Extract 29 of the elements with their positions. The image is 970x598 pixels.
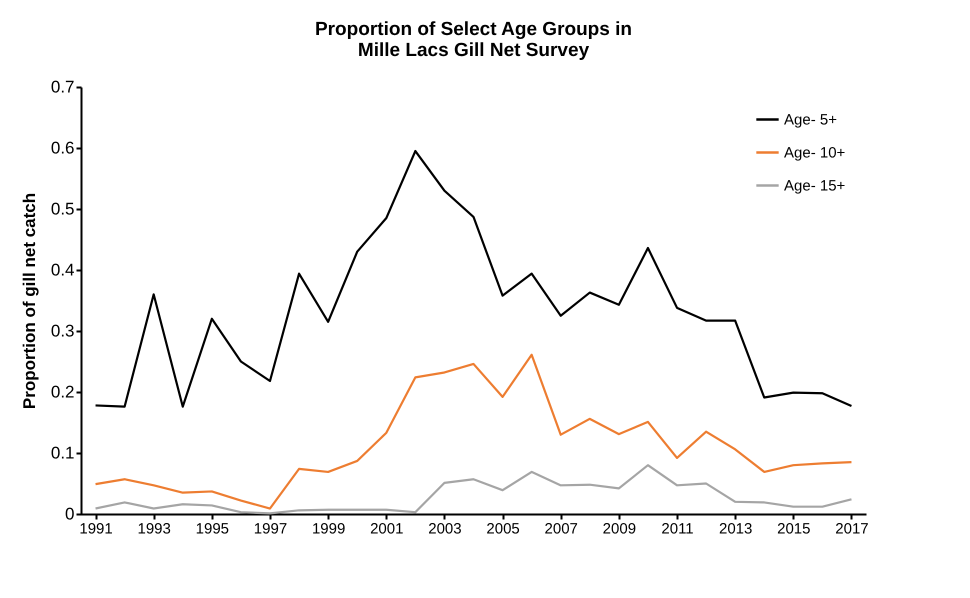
line-series xyxy=(94,464,853,514)
x-tick-label: 2015 xyxy=(777,520,810,538)
x-tick-label: 2013 xyxy=(718,520,752,538)
x-tick-label: 1993 xyxy=(138,520,171,538)
y-tick-label: 0.2 xyxy=(50,382,74,402)
x-tick-label: 2003 xyxy=(428,520,462,538)
y-tick-label: 0.3 xyxy=(50,322,74,340)
x-tick-label: 1999 xyxy=(312,520,346,538)
x-tick-label: 1995 xyxy=(196,520,230,538)
y-tick-label: 0.7 xyxy=(50,78,74,96)
x-tick-label: 1997 xyxy=(254,520,288,538)
y-tick-label: 0.5 xyxy=(50,200,74,218)
y-tick-label: 0.4 xyxy=(50,260,74,280)
x-tick-label: 2007 xyxy=(544,520,578,538)
chart-title: Proportion of Select Age Groups in Mille Lacs Gill Net Survey xyxy=(314,19,632,61)
legend-label: Age- 5+ xyxy=(784,112,838,128)
x-tick-label: 2009 xyxy=(602,520,636,538)
x-tick-label: 2017 xyxy=(835,520,869,538)
x-tick-label: 2011 xyxy=(661,520,694,538)
x-tick-label: 2005 xyxy=(486,520,520,538)
y-tick-label: 0.6 xyxy=(50,138,74,158)
legend-label: Age- 10+ xyxy=(784,144,846,162)
y-tick-label: 0.1 xyxy=(50,444,74,462)
x-tick-label: 1991 xyxy=(79,520,113,538)
line-series xyxy=(94,354,853,510)
y-tick-label: 0 xyxy=(65,504,74,524)
x-tick-label: 2001 xyxy=(370,520,404,538)
y-axis-title: Proportion of gill net catch xyxy=(20,192,39,410)
legend-label: Age- 15+ xyxy=(784,178,846,194)
